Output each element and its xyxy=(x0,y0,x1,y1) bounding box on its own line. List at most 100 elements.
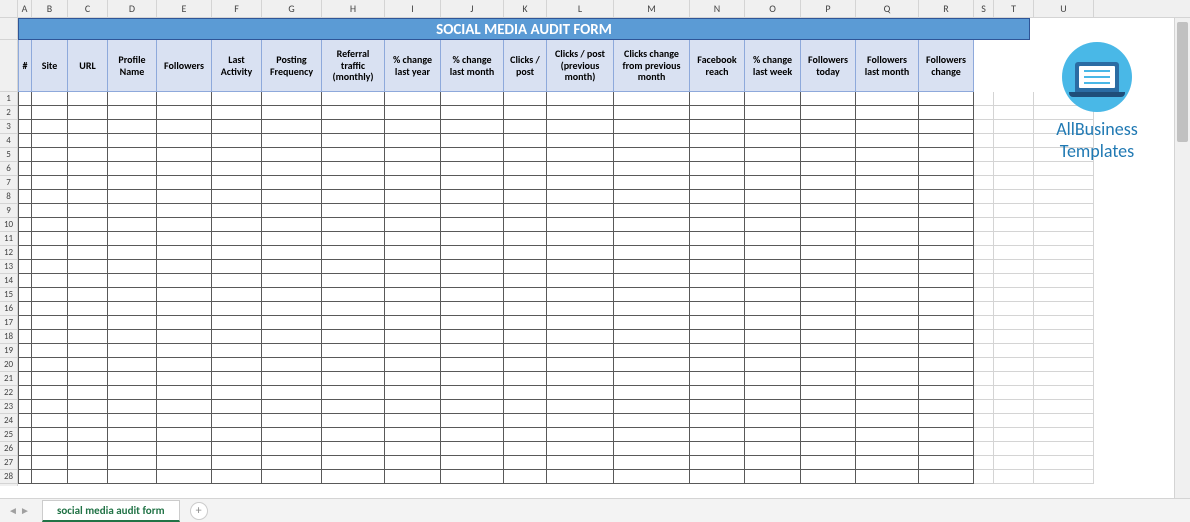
cell[interactable] xyxy=(157,260,212,274)
cell[interactable] xyxy=(919,246,974,260)
cell[interactable] xyxy=(856,470,919,484)
cell[interactable] xyxy=(919,358,974,372)
cell[interactable] xyxy=(547,358,614,372)
cell[interactable] xyxy=(262,232,322,246)
cell[interactable] xyxy=(1034,176,1094,190)
cell[interactable] xyxy=(441,92,504,106)
cell[interactable] xyxy=(385,92,441,106)
cell[interactable] xyxy=(690,162,745,176)
cell[interactable] xyxy=(262,204,322,218)
cell[interactable] xyxy=(974,162,994,176)
cell[interactable] xyxy=(547,428,614,442)
cell[interactable] xyxy=(547,414,614,428)
cell[interactable] xyxy=(690,442,745,456)
cell[interactable] xyxy=(614,372,690,386)
column-letter[interactable]: H xyxy=(322,0,385,17)
row-number[interactable]: 26 xyxy=(0,442,17,456)
cell[interactable] xyxy=(18,372,32,386)
cell[interactable] xyxy=(108,246,157,260)
cell[interactable] xyxy=(994,148,1034,162)
cell[interactable] xyxy=(690,120,745,134)
cell[interactable] xyxy=(32,92,68,106)
cell[interactable] xyxy=(504,134,547,148)
cell[interactable] xyxy=(504,288,547,302)
cell[interactable] xyxy=(212,414,262,428)
cell[interactable] xyxy=(212,204,262,218)
cell[interactable] xyxy=(322,148,385,162)
cell[interactable] xyxy=(856,442,919,456)
cell[interactable] xyxy=(1034,260,1094,274)
cell[interactable] xyxy=(157,232,212,246)
cell[interactable] xyxy=(32,134,68,148)
cell[interactable] xyxy=(919,442,974,456)
cell[interactable] xyxy=(108,330,157,344)
cell[interactable] xyxy=(18,288,32,302)
cell[interactable] xyxy=(32,470,68,484)
cell[interactable] xyxy=(856,372,919,386)
cell[interactable] xyxy=(614,246,690,260)
cell[interactable] xyxy=(68,358,108,372)
table-row[interactable] xyxy=(18,218,1190,232)
row-number[interactable]: 15 xyxy=(0,288,17,302)
cell[interactable] xyxy=(1034,414,1094,428)
cell[interactable] xyxy=(856,386,919,400)
cell[interactable] xyxy=(18,246,32,260)
cell[interactable] xyxy=(994,246,1034,260)
cell[interactable] xyxy=(614,302,690,316)
cell[interactable] xyxy=(745,176,801,190)
cell[interactable] xyxy=(994,316,1034,330)
cell[interactable] xyxy=(385,106,441,120)
cell[interactable] xyxy=(690,176,745,190)
cell[interactable] xyxy=(504,260,547,274)
cell[interactable] xyxy=(547,316,614,330)
cell[interactable] xyxy=(801,120,856,134)
cell[interactable] xyxy=(441,134,504,148)
cell[interactable] xyxy=(441,372,504,386)
cell[interactable] xyxy=(108,344,157,358)
cell[interactable] xyxy=(212,274,262,288)
table-row[interactable] xyxy=(18,386,1190,400)
cell[interactable] xyxy=(919,218,974,232)
cell[interactable] xyxy=(212,456,262,470)
cell[interactable] xyxy=(262,372,322,386)
column-letter[interactable]: R xyxy=(919,0,974,17)
cell[interactable] xyxy=(801,470,856,484)
cell[interactable] xyxy=(32,428,68,442)
cell[interactable] xyxy=(441,162,504,176)
table-row[interactable] xyxy=(18,148,1190,162)
cell[interactable] xyxy=(385,218,441,232)
cell[interactable] xyxy=(919,386,974,400)
table-row[interactable] xyxy=(18,330,1190,344)
cell[interactable] xyxy=(32,288,68,302)
cell[interactable] xyxy=(18,400,32,414)
cell[interactable] xyxy=(68,372,108,386)
column-letter[interactable]: G xyxy=(262,0,322,17)
cell[interactable] xyxy=(801,442,856,456)
cell[interactable] xyxy=(262,134,322,148)
cell[interactable] xyxy=(801,134,856,148)
cell[interactable] xyxy=(385,120,441,134)
cell[interactable] xyxy=(441,176,504,190)
cell[interactable] xyxy=(262,274,322,288)
table-row[interactable] xyxy=(18,344,1190,358)
column-letter[interactable]: D xyxy=(108,0,157,17)
cell[interactable] xyxy=(18,302,32,316)
cell[interactable] xyxy=(745,414,801,428)
cell[interactable] xyxy=(32,106,68,120)
cell[interactable] xyxy=(504,442,547,456)
cell[interactable] xyxy=(385,204,441,218)
cell[interactable] xyxy=(262,330,322,344)
cell[interactable] xyxy=(919,162,974,176)
cell[interactable] xyxy=(18,386,32,400)
cell[interactable] xyxy=(18,176,32,190)
cell[interactable] xyxy=(547,442,614,456)
cell[interactable] xyxy=(856,106,919,120)
cell[interactable] xyxy=(157,344,212,358)
cell[interactable] xyxy=(974,442,994,456)
cell[interactable] xyxy=(322,358,385,372)
cell[interactable] xyxy=(974,344,994,358)
cell[interactable] xyxy=(919,428,974,442)
cell[interactable] xyxy=(385,274,441,288)
cell[interactable] xyxy=(32,400,68,414)
cell[interactable] xyxy=(18,92,32,106)
